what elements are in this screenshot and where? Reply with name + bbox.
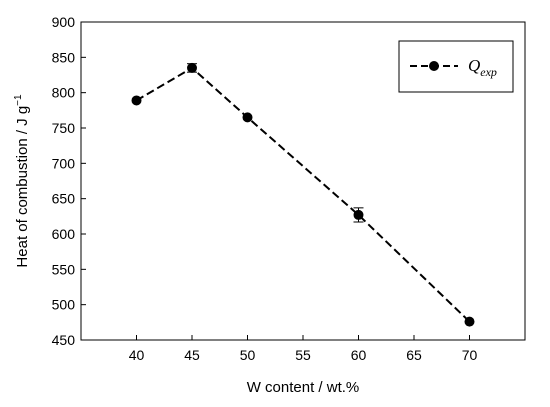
y-tick-label: 850 <box>52 49 76 65</box>
series-layer <box>131 62 475 327</box>
x-tick-label: 40 <box>129 347 145 363</box>
y-axis-label-main: Heat of combustion / J g <box>14 106 31 268</box>
y-tick-label: 600 <box>52 226 76 242</box>
y-tick-label: 750 <box>52 120 76 136</box>
data-point <box>187 62 197 73</box>
x-axis-ticks: 40 45 50 55 60 65 70 <box>129 335 478 363</box>
legend: Qexp <box>398 40 514 93</box>
x-tick-label: 60 <box>351 347 367 363</box>
legend-series-label: Qexp <box>468 56 497 79</box>
data-point <box>131 95 142 106</box>
legend-label-sub: exp <box>480 65 497 79</box>
y-tick-label: 700 <box>52 155 76 171</box>
y-tick-label: 900 <box>52 14 76 30</box>
data-point <box>464 316 475 327</box>
x-tick-label: 70 <box>462 347 478 363</box>
y-tick-label: 650 <box>52 191 76 207</box>
y-tick-label: 800 <box>52 85 76 101</box>
x-tick-label: 65 <box>406 347 422 363</box>
legend-label-main: Q <box>468 56 480 75</box>
x-axis-label: W content / wt.% <box>247 379 360 396</box>
legend-marker-sample <box>429 61 439 71</box>
x-tick-label: 45 <box>184 347 200 363</box>
data-point <box>242 112 253 123</box>
y-tick-label: 450 <box>52 332 76 348</box>
y-tick-label: 550 <box>52 261 76 277</box>
x-tick-label: 50 <box>240 347 256 363</box>
y-tick-label: 500 <box>52 297 76 313</box>
y-axis-label-superscript: −1 <box>13 94 24 106</box>
series-line <box>135 66 471 323</box>
data-point <box>353 209 364 220</box>
x-tick-label: 55 <box>295 347 311 363</box>
y-axis-label: Heat of combustion / J g−1 <box>13 94 31 268</box>
y-axis-ticks: 450 500 550 600 650 700 750 800 850 900 <box>52 14 86 348</box>
